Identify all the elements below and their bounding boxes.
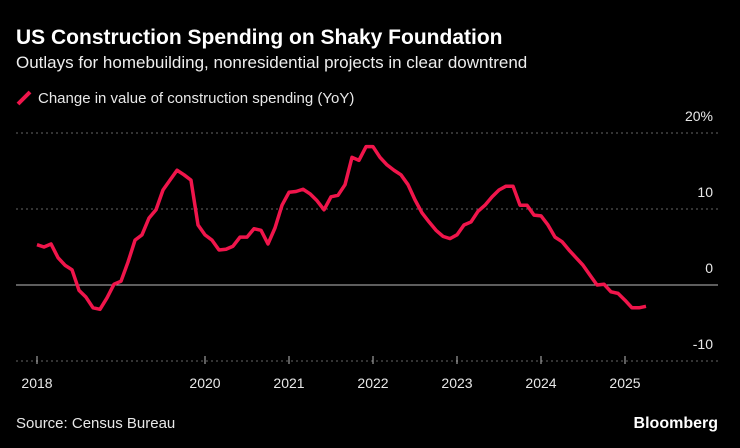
chart-subtitle: Outlays for homebuilding, nonresidential… bbox=[16, 53, 527, 72]
chart-title: US Construction Spending on Shaky Founda… bbox=[16, 26, 503, 49]
legend-label: Change in value of construction spending… bbox=[38, 90, 354, 107]
x-tick-label: 2020 bbox=[189, 375, 220, 391]
x-tick-label: 2022 bbox=[357, 375, 388, 391]
x-tick-label: 2025 bbox=[609, 375, 640, 391]
legend-swatch bbox=[16, 90, 32, 106]
y-tick-label: 10 bbox=[697, 184, 713, 200]
x-tick-label: 2024 bbox=[525, 375, 556, 391]
y-tick-label: 20% bbox=[685, 108, 713, 124]
x-tick-label: 2018 bbox=[21, 375, 52, 391]
x-tick-label: 2023 bbox=[441, 375, 472, 391]
x-tick-label: 2021 bbox=[273, 375, 304, 391]
brand: Bloomberg bbox=[634, 415, 718, 432]
source: Source: Census Bureau bbox=[16, 415, 175, 432]
y-tick-label: -10 bbox=[693, 336, 713, 352]
y-tick-label: 0 bbox=[705, 260, 713, 276]
series-line bbox=[36, 144, 647, 312]
